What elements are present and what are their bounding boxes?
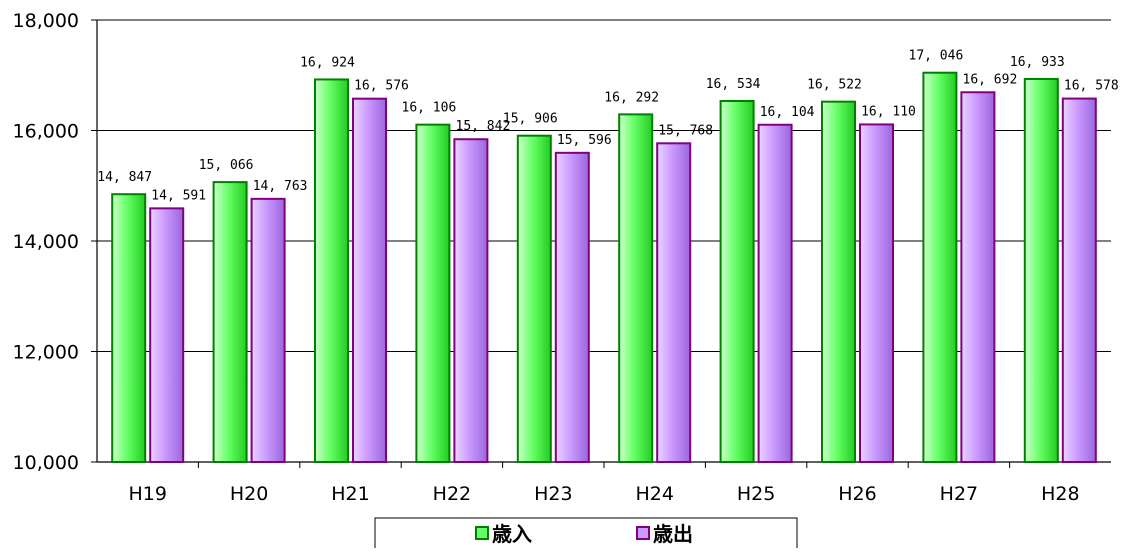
legend-label-revenue: 歳入	[492, 522, 532, 546]
data-label-revenue-H20: 15, 066	[199, 158, 254, 173]
bar-revenue-H20	[212, 181, 248, 464]
data-label-revenue-H24: 16, 292	[604, 90, 659, 105]
x-tick-label-H23: H23	[534, 483, 572, 505]
bar-expenditure-H20	[250, 197, 286, 464]
data-label-revenue-H21: 16, 924	[300, 55, 355, 70]
bar-revenue-H19	[111, 193, 147, 463]
y-tick-label: 18,000	[13, 10, 79, 32]
data-label-revenue-H23: 15, 906	[503, 112, 558, 127]
data-label-expenditure-H23: 15, 596	[557, 133, 612, 148]
x-tick-label-H20: H20	[230, 483, 268, 505]
bar-revenue-H28	[1023, 77, 1059, 463]
bar-revenue-H26	[821, 100, 856, 464]
bar-revenue-H24	[618, 113, 654, 463]
bar-expenditure-H27	[960, 91, 996, 463]
legend: 歳入 歳出	[374, 517, 798, 552]
y-tick-label: 10,000	[13, 452, 79, 474]
data-label-revenue-H22: 16, 106	[402, 101, 457, 116]
y-tick-label: 16,000	[13, 121, 79, 143]
data-label-revenue-H27: 17, 046	[909, 49, 964, 64]
bar-expenditure-H19	[149, 207, 185, 463]
data-label-expenditure-H25: 16, 104	[760, 105, 815, 120]
data-label-expenditure-H20: 14, 763	[253, 179, 308, 194]
data-label-expenditure-H28: 16, 578	[1064, 79, 1119, 94]
data-label-expenditure-H27: 16, 692	[963, 72, 1018, 87]
y-tick-label: 14,000	[13, 231, 79, 253]
data-label-expenditure-H24: 15, 768	[658, 123, 713, 138]
data-label-revenue-H19: 14, 847	[97, 170, 152, 185]
legend-box	[374, 517, 798, 552]
data-label-expenditure-H21: 16, 576	[354, 79, 409, 94]
axes: 10,000 12,000 14,000 16,000 18,000 H19 H20 H21 H…	[13, 10, 1111, 505]
legend-swatch-expenditure	[636, 526, 650, 540]
x-tick-label-H25: H25	[737, 483, 775, 505]
bar-expenditure-H21	[352, 97, 387, 464]
y-tick-label: 12,000	[13, 342, 79, 364]
x-tick-label-H28: H28	[1041, 483, 1079, 505]
bar-expenditure-H25	[757, 123, 793, 463]
data-label-revenue-H25: 16, 534	[706, 77, 761, 92]
bar-revenue-H23	[516, 134, 552, 463]
bar-revenue-H22	[415, 123, 451, 464]
data-label-expenditure-H22: 15, 842	[456, 119, 511, 134]
legend-label-expenditure: 歳出	[653, 522, 693, 546]
bars	[111, 71, 1097, 464]
x-tick-label-H22: H22	[433, 483, 471, 505]
data-label-expenditure-H26: 16, 110	[861, 104, 916, 119]
data-label-revenue-H28: 16, 933	[1010, 55, 1065, 70]
bar-expenditure-H24	[656, 142, 692, 463]
bar-expenditure-H26	[859, 123, 894, 464]
x-tick-label-H19: H19	[128, 483, 166, 505]
bar-revenue-H25	[719, 99, 755, 464]
x-tick-label-H26: H26	[838, 483, 876, 505]
data-labels: 14, 847 14, 591 15, 066 14, 763 16, 924 16, 5…	[97, 49, 1118, 204]
data-label-expenditure-H19: 14, 591	[151, 188, 206, 203]
bar-revenue-H27	[922, 71, 958, 463]
bar-expenditure-H28	[1061, 97, 1097, 464]
bar-expenditure-H23	[554, 151, 590, 463]
x-tick-label-H21: H21	[331, 483, 369, 505]
bar-revenue-H21	[314, 78, 349, 463]
grid-lines	[97, 19, 1111, 352]
data-label-revenue-H26: 16, 522	[807, 78, 862, 93]
x-tick-label-H27: H27	[940, 483, 978, 505]
x-tick-label-H24: H24	[635, 483, 673, 505]
bar-expenditure-H22	[453, 138, 489, 464]
legend-swatch-revenue	[475, 526, 489, 540]
